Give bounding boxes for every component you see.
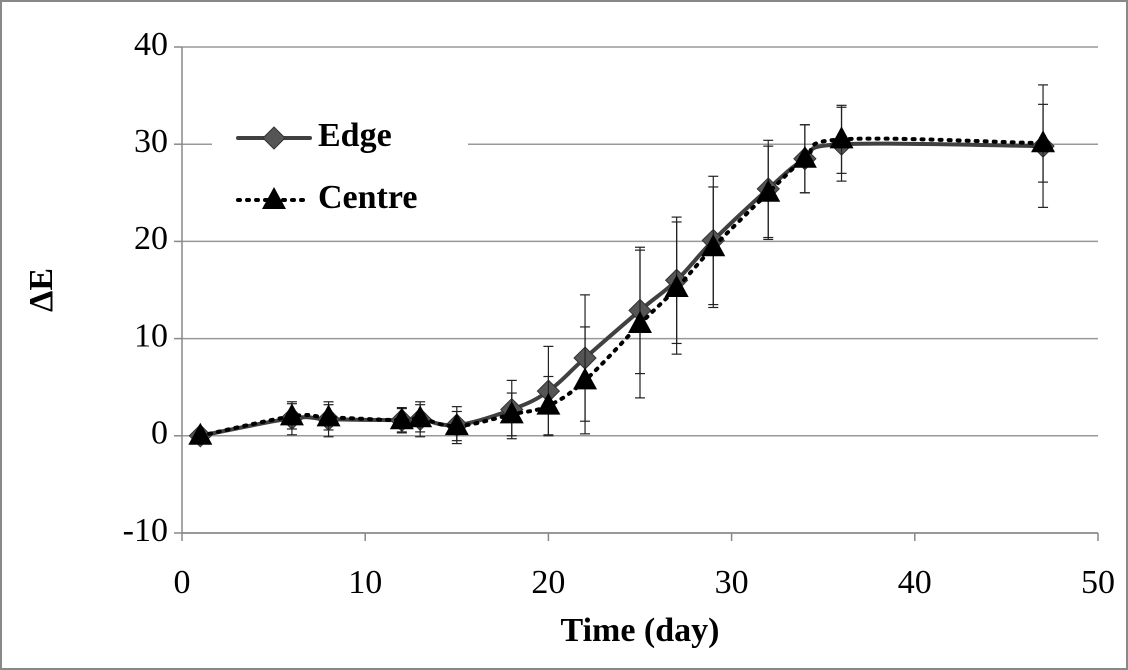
marker [628, 311, 652, 334]
y-tick-label: 20 [134, 220, 168, 257]
marker [829, 126, 854, 149]
x-tick-label: 40 [898, 564, 932, 601]
x-tick-label: 20 [531, 564, 565, 601]
marker [499, 401, 524, 424]
x-axis-title: Time (day) [561, 612, 720, 649]
y-tick-label: 10 [134, 317, 168, 354]
marker [279, 403, 304, 426]
legend-label: Edge [318, 117, 392, 154]
marker [1031, 130, 1056, 153]
x-tick-label: 0 [174, 564, 191, 601]
marker [389, 407, 414, 430]
y-axis-title: ΔE [23, 268, 60, 312]
marker [316, 404, 341, 427]
legend-label: Centre [318, 179, 417, 216]
x-tick-label: 30 [715, 564, 749, 601]
y-tick-label: -10 [123, 512, 168, 549]
y-tick-label: 40 [134, 26, 168, 63]
marker [756, 179, 781, 202]
marker [573, 367, 598, 390]
legend-marker [262, 187, 286, 209]
series [188, 103, 1056, 445]
y-tick-label: 0 [151, 415, 168, 452]
marker [701, 234, 726, 257]
marker [664, 275, 689, 298]
legend-marker [262, 126, 286, 150]
marker [408, 405, 433, 428]
x-tick-label: 50 [1081, 564, 1115, 601]
x-tick-label: 10 [348, 564, 382, 601]
marker [188, 422, 213, 445]
marker [444, 413, 469, 436]
y-tick-label: 30 [134, 123, 168, 160]
marker [792, 145, 817, 168]
marker [536, 392, 561, 415]
legend-box [212, 110, 468, 230]
